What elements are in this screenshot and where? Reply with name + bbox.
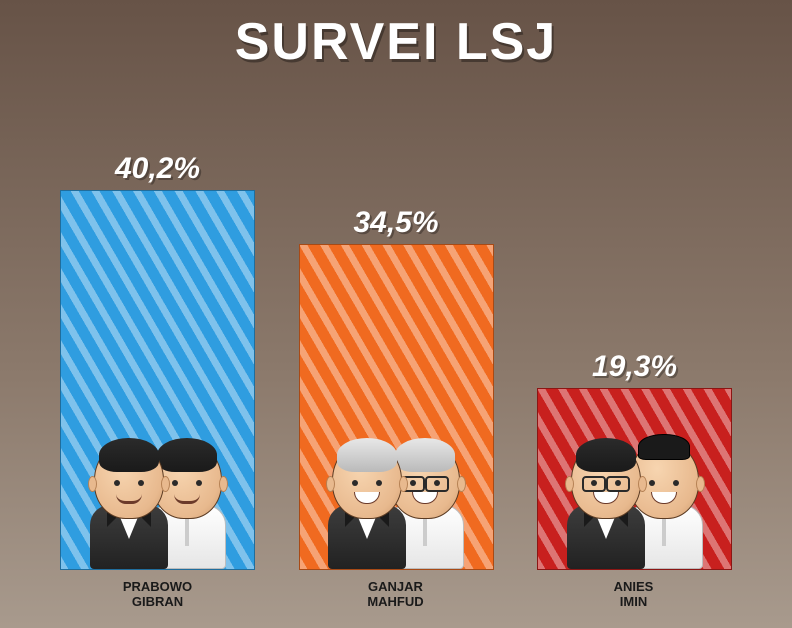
name-line: PRABOWO	[60, 580, 255, 595]
bar-col-3: 19,3%	[537, 350, 732, 570]
name-line: GIBRAN	[60, 595, 255, 610]
name-line: ANIES	[536, 580, 731, 595]
names-3: ANIES IMIN	[536, 580, 731, 610]
name-line: IMIN	[536, 595, 731, 610]
candidate-anies	[567, 441, 645, 569]
name-line: MAHFUD	[298, 595, 493, 610]
bar-col-2: 34,5%	[299, 206, 494, 570]
candidate-ganjar	[328, 441, 406, 569]
candidate-figures-2	[300, 419, 493, 569]
value-label-2: 34,5%	[353, 206, 438, 240]
bar-1	[60, 190, 255, 570]
names-1: PRABOWO GIBRAN	[60, 580, 255, 610]
value-label-1: 40,2%	[115, 152, 200, 186]
bar-chart: 40,2% 34,5%	[60, 100, 732, 570]
bar-3	[537, 388, 732, 570]
name-line: GANJAR	[298, 580, 493, 595]
candidate-figures-1	[61, 419, 254, 569]
names-2: GANJAR MAHFUD	[298, 580, 493, 610]
bar-col-1: 40,2%	[60, 152, 255, 570]
candidate-figures-3	[538, 419, 731, 569]
bar-2	[299, 244, 494, 570]
candidate-prabowo	[90, 441, 168, 569]
value-label-3: 19,3%	[592, 350, 677, 384]
chart-title: SURVEI LSJ	[0, 12, 792, 72]
